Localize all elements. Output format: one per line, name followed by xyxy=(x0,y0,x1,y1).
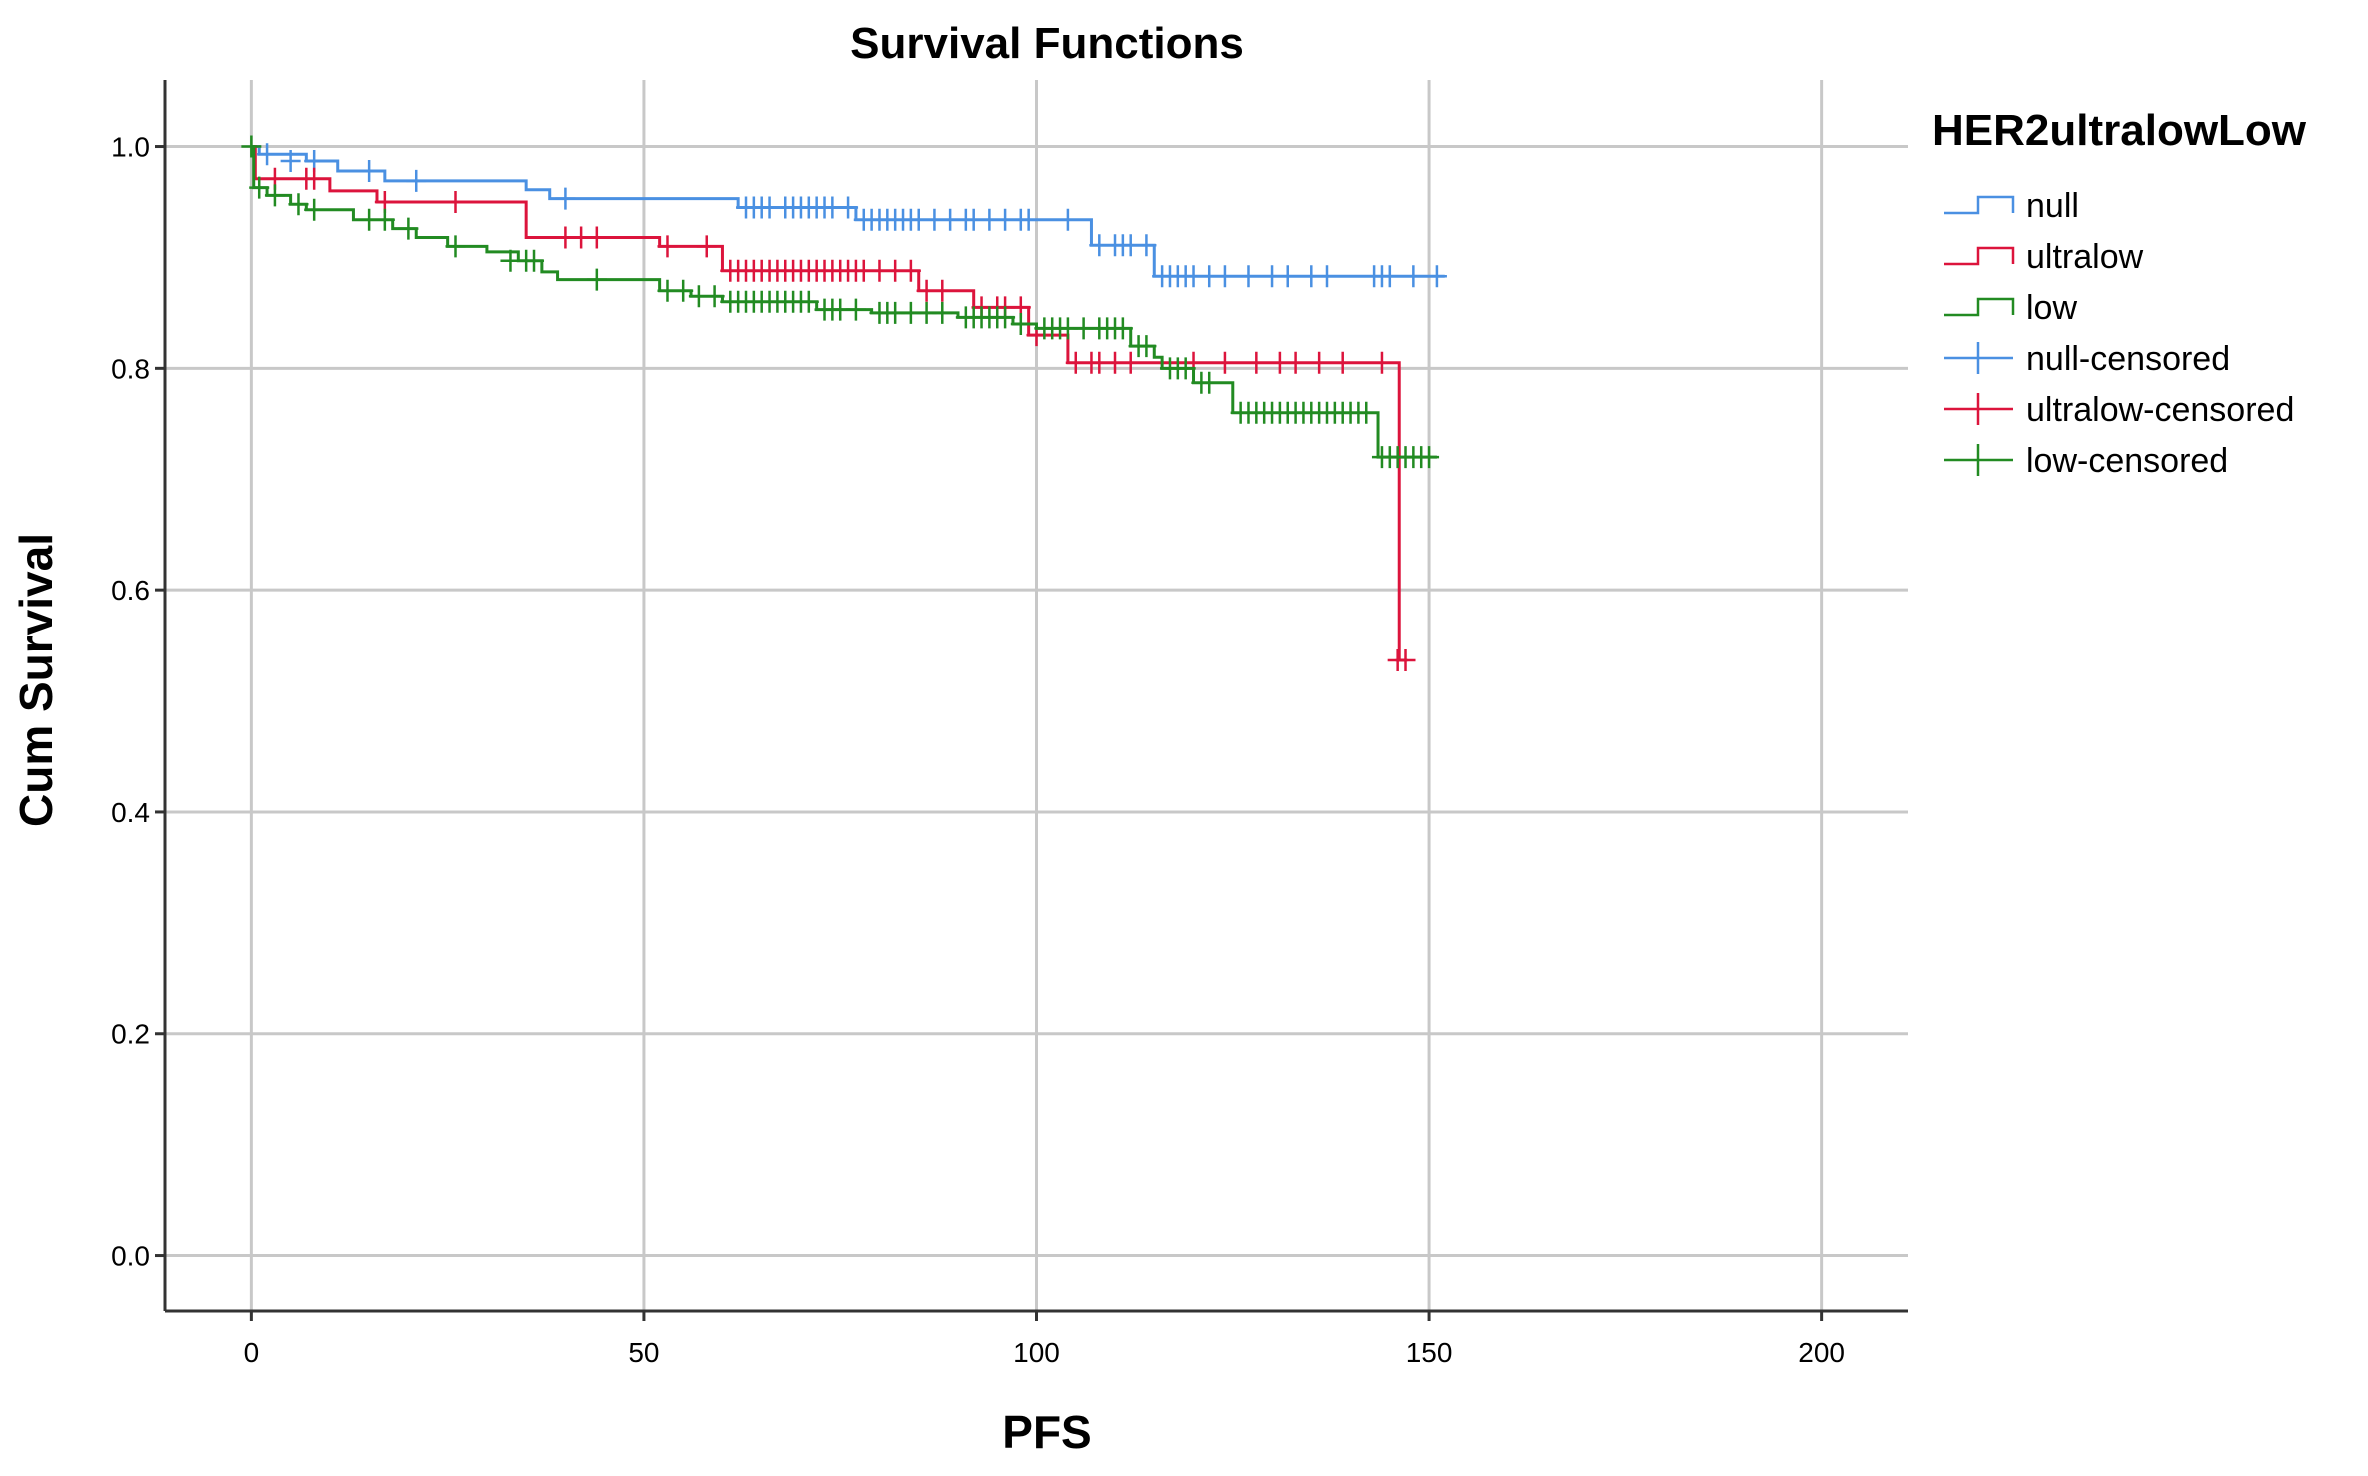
censor-mark-null xyxy=(1136,234,1157,257)
censor-mark-low xyxy=(249,176,270,199)
censor-mark-null xyxy=(1057,208,1078,231)
axes: 0.0 0.2 0.4 0.6 0.8 1.0 0 50 100 150 200 xyxy=(111,80,1908,1368)
legend-swatch-low xyxy=(1944,297,2015,317)
legend-item-low-censored: low-censored xyxy=(1944,442,2228,480)
censor-mark-null xyxy=(1379,265,1400,288)
survival-line-null xyxy=(251,145,1445,278)
legend-item-null-censored: null-censored xyxy=(1944,340,2230,378)
censor-mark-ultralow xyxy=(657,235,678,258)
censor-mark-low xyxy=(524,249,545,272)
legend-item-low: low xyxy=(1944,289,2077,327)
censor-mark-null xyxy=(1238,265,1259,288)
censor-mark-low xyxy=(304,198,325,221)
censor-mark-ultralow xyxy=(932,279,953,302)
legend-label: ultralow-censored xyxy=(2026,391,2294,429)
censor-mark-ultralow xyxy=(586,226,607,249)
censor-mark-ultralow xyxy=(1309,351,1330,374)
censor-mark-low xyxy=(586,268,607,291)
censor-mark-ultralow xyxy=(1246,351,1267,374)
x-tick-label: 0 xyxy=(244,1337,260,1368)
censor-mark-low xyxy=(241,135,262,158)
y-tick-label: 0.8 xyxy=(111,353,150,384)
x-tick-label: 150 xyxy=(1406,1337,1453,1368)
censor-mark-low xyxy=(704,285,725,308)
y-axis-label: Cum Survival xyxy=(10,533,62,827)
legend-label: null-censored xyxy=(2026,340,2230,378)
censor-mark-ultralow xyxy=(1214,351,1235,374)
censor-mark-low xyxy=(1175,357,1196,380)
censor-mark-ultralow xyxy=(1371,351,1392,374)
censor-mark-ultralow xyxy=(304,167,325,190)
censor-mark-low xyxy=(374,208,395,231)
censor-mark-ultralow xyxy=(445,190,466,213)
censor-mark-low xyxy=(798,290,819,313)
legend-swatch-null-censored xyxy=(1944,342,2013,374)
legend-item-ultralow: ultralow xyxy=(1944,238,2144,276)
censor-mark-ultralow xyxy=(1120,351,1141,374)
censor-mark-null xyxy=(1214,265,1235,288)
censor-mark-low xyxy=(445,235,466,258)
y-tick-label: 0.6 xyxy=(111,575,150,606)
x-tick-label: 200 xyxy=(1798,1337,1845,1368)
censor-mark-null xyxy=(838,196,859,219)
censor-mark-low xyxy=(1010,312,1031,335)
censor-mark-null xyxy=(280,149,301,172)
survival-line-low xyxy=(251,145,1437,459)
legend-swatch-ultralow-censored xyxy=(1944,393,2013,425)
censor-mark-low xyxy=(398,217,419,240)
censor-mark-low xyxy=(1112,317,1133,340)
censor-mark-low xyxy=(1136,335,1157,358)
y-tick-label: 0.0 xyxy=(111,1241,150,1272)
grid xyxy=(165,80,1908,1311)
censor-mark-low xyxy=(932,301,953,324)
plot-area xyxy=(241,135,1447,672)
censor-mark-null xyxy=(1426,265,1447,288)
censor-mark-null xyxy=(406,169,427,192)
legend-swatch-ultralow xyxy=(1944,246,2015,266)
censor-mark-low xyxy=(1356,401,1377,424)
censor-mark-low xyxy=(995,306,1016,329)
y-tick-label: 0.2 xyxy=(111,1019,150,1050)
censor-mark-ultralow xyxy=(1285,351,1306,374)
legend-swatch-null xyxy=(1944,195,2015,215)
censor-mark-ultralow xyxy=(900,259,921,282)
y-tick-label: 0.4 xyxy=(111,797,150,828)
x-tick-label: 100 xyxy=(1013,1337,1060,1368)
censor-mark-null xyxy=(1018,208,1039,231)
legend-label: low xyxy=(2026,289,2077,327)
x-tick-label: 50 xyxy=(628,1337,659,1368)
censor-mark-null xyxy=(1277,265,1298,288)
censor-mark-null xyxy=(257,143,278,166)
y-tick-label: 1.0 xyxy=(111,132,150,163)
censor-mark-low xyxy=(845,298,866,321)
chart-title: Survival Functions xyxy=(850,19,1244,68)
legend-swatch-low-censored xyxy=(1944,444,2013,476)
legend-item-ultralow-censored: ultralow-censored xyxy=(1944,391,2294,429)
legend-title: HER2ultralowLow xyxy=(1932,106,2307,155)
legend-label: low-censored xyxy=(2026,442,2228,480)
censor-mark-ultralow xyxy=(696,235,717,258)
legend-label: ultralow xyxy=(2026,238,2144,276)
censor-mark-ultralow xyxy=(1395,649,1416,672)
censor-mark-low xyxy=(673,279,694,302)
censor-mark-null xyxy=(555,187,576,210)
censor-mark-low xyxy=(288,193,309,216)
censor-mark-low xyxy=(1199,371,1220,394)
censor-mark-null xyxy=(359,159,380,182)
legend-item-null: null xyxy=(1944,187,2079,225)
censor-mark-ultralow xyxy=(1332,351,1353,374)
legend: HER2ultralowLow null ultralow low null-cens… xyxy=(1932,106,2307,480)
censor-mark-low xyxy=(1419,446,1440,469)
censor-mark-null xyxy=(1317,265,1337,288)
censor-mark-null xyxy=(1403,265,1424,288)
censor-mark-low xyxy=(264,184,285,207)
legend-label: null xyxy=(2026,187,2079,225)
x-axis-label: PFS xyxy=(1002,1406,1091,1458)
